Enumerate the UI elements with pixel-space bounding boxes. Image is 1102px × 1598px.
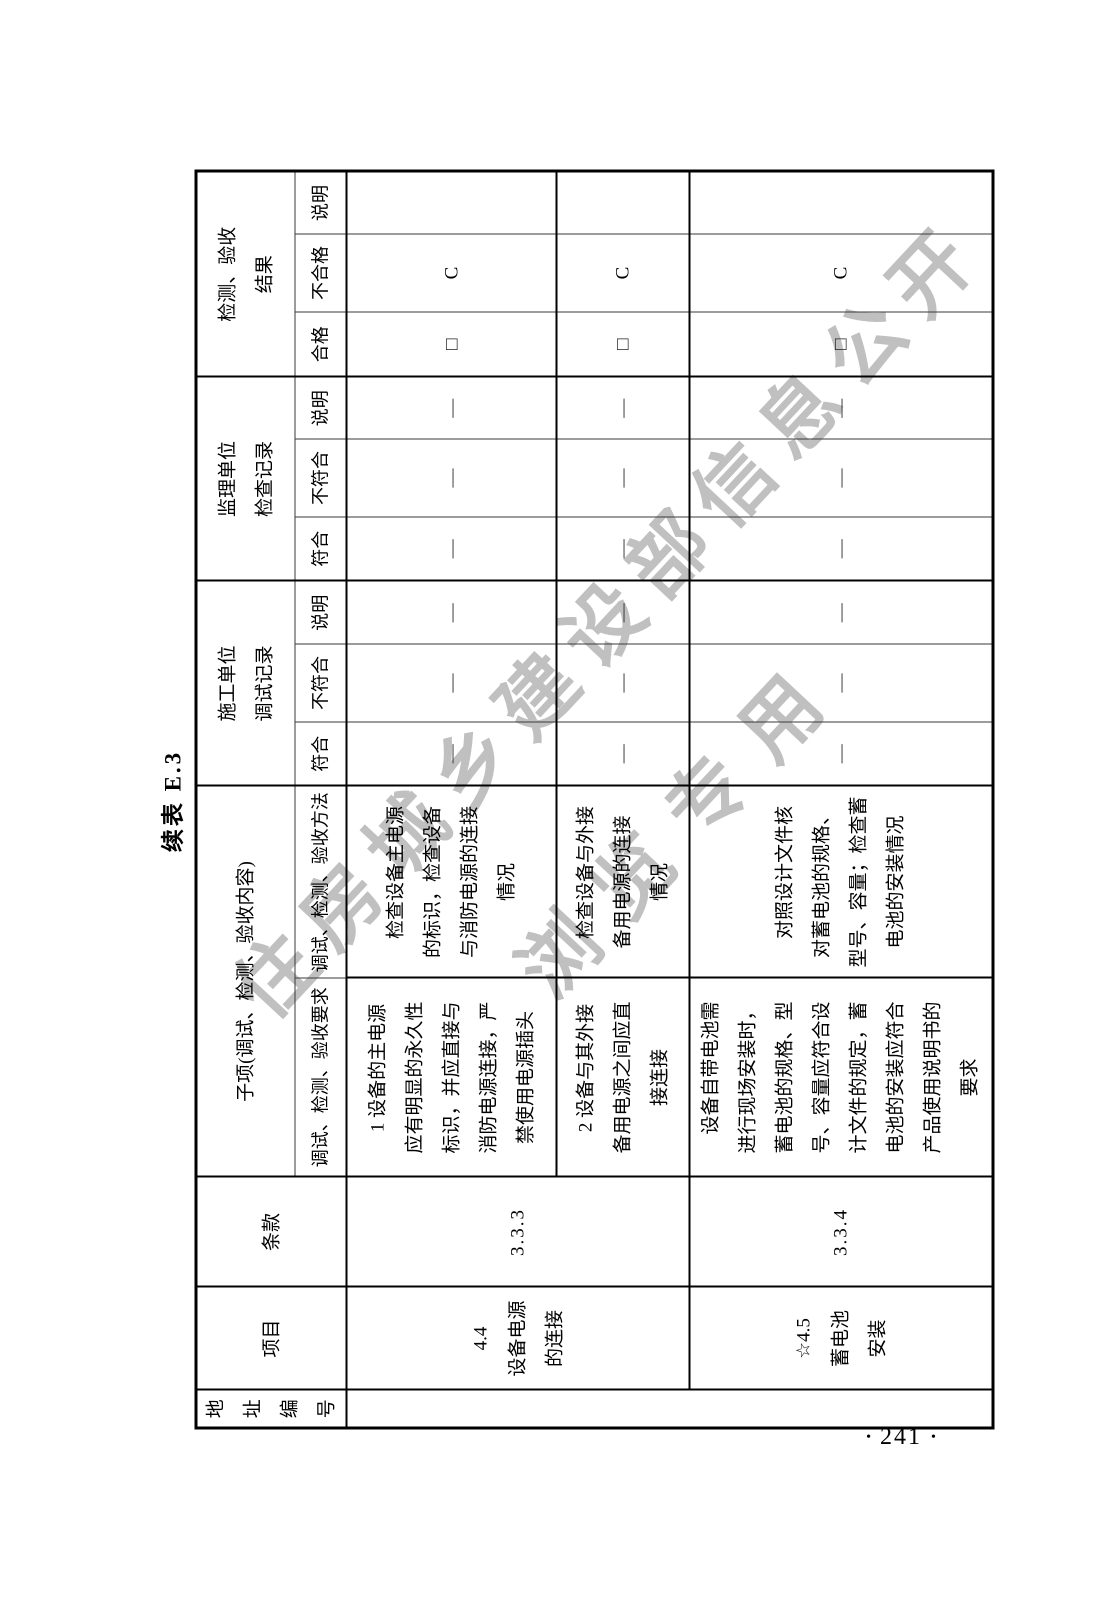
acceptance-record-table: 地址编号 项目 条款 子项(调试、检测、验收内容) 施工单位 调试记录 监理单位… xyxy=(194,169,994,1430)
result-note-cell xyxy=(346,170,557,234)
construction-conform-cell: — xyxy=(346,722,557,786)
footer-page-number: 241 xyxy=(880,1424,922,1450)
construction-conform-cell: — xyxy=(556,722,690,786)
col-header-clause: 条款 xyxy=(196,1177,347,1287)
sub-header-method: 调试、检测、验收方法 xyxy=(295,786,347,978)
construction-not-conform-cell: — xyxy=(346,644,557,722)
sub-header-supervision-not-conform: 不符合 xyxy=(295,438,347,517)
construction-note-cell: — xyxy=(556,580,690,644)
col-header-result-group: 检测、验收 结果 xyxy=(196,170,296,377)
sub-header-requirement: 调试、检测、验收要求 xyxy=(295,978,347,1177)
construction-note-cell: — xyxy=(689,580,993,644)
supervision-note-cell: — xyxy=(556,376,690,439)
col-header-construction-group: 施工单位 调试记录 xyxy=(196,580,296,786)
result-pass-checkbox: □ xyxy=(556,311,690,377)
construction-note-cell: — xyxy=(346,580,557,644)
footer-bullet-left: • xyxy=(866,1430,871,1445)
result-note-cell xyxy=(556,170,690,234)
sub-header-result-fail: 不合格 xyxy=(295,233,347,312)
construction-not-conform-cell: — xyxy=(689,644,993,722)
col-header-item: 项目 xyxy=(196,1287,347,1390)
table-row: ☆4.5 蓄电池 安装 3.3.4 设备自带电池需 进行现场安装时， 蓄电池的规… xyxy=(689,170,993,1428)
item-cell: ☆4.5 蓄电池 安装 xyxy=(689,1287,993,1390)
supervision-note-cell: — xyxy=(346,376,557,439)
requirement-cell: 2 设备与其外接 备用电源之间应直 接连接 xyxy=(556,978,690,1177)
sub-header-supervision-note: 说明 xyxy=(295,376,347,439)
result-note-cell xyxy=(689,170,993,234)
col-header-supervision-group: 监理单位 检查记录 xyxy=(196,376,296,581)
table-row: 4.4 设备电源 的连接 3.3.3 1 设备的主电源 应有明显的永久性 标识，… xyxy=(346,170,993,1428)
supervision-note-cell: — xyxy=(689,376,993,439)
sub-header-construction-note: 说明 xyxy=(295,580,347,644)
method-cell: 检查设备与外接 备用电源的连接 情况 xyxy=(556,786,690,978)
supervision-conform-cell: — xyxy=(689,516,993,581)
construction-conform-cell: — xyxy=(689,722,993,786)
footer-bullet-right: • xyxy=(931,1430,936,1445)
supervision-not-conform-cell: — xyxy=(346,438,557,517)
sub-header-supervision-conform: 符合 xyxy=(295,516,347,581)
result-pass-checkbox: □ xyxy=(346,311,557,377)
supervision-not-conform-cell: — xyxy=(556,438,690,517)
method-cell: 对照设计文件核 对蓄电池的规格、 型号、容量；检查蓄 电池的安装情况 xyxy=(689,786,993,978)
sub-header-result-pass: 合格 xyxy=(295,311,347,377)
rotated-table-container: 续表 E.3 地址编号 项目 条款 子项(调试、检测、验收内容) 施工单位 调试… xyxy=(157,169,994,1430)
supervision-conform-cell: — xyxy=(346,516,557,581)
page-number: • 241 • xyxy=(836,1424,966,1451)
address-value-cell xyxy=(346,1390,993,1428)
supervision-conform-cell: — xyxy=(556,516,690,581)
table-title: 续表 E.3 xyxy=(160,749,186,853)
col-header-subitem-group: 子项(调试、检测、验收内容) xyxy=(196,786,296,1177)
requirement-cell: 1 设备的主电源 应有明显的永久性 标识，并应直接与 消防电源连接，严 禁使用电… xyxy=(346,978,557,1177)
header-row-groups: 地址编号 项目 条款 子项(调试、检测、验收内容) 施工单位 调试记录 监理单位… xyxy=(196,170,347,1428)
supervision-not-conform-cell: — xyxy=(689,438,993,517)
sub-header-construction-not-conform: 不符合 xyxy=(295,644,347,722)
sub-header-result-note: 说明 xyxy=(295,170,347,234)
requirement-cell: 设备自带电池需 进行现场安装时， 蓄电池的规格、型 号、容量应符合设 计文件的规… xyxy=(689,978,993,1177)
construction-not-conform-cell: — xyxy=(556,644,690,722)
result-fail-cell: C xyxy=(556,233,690,312)
result-pass-checkbox: □ xyxy=(689,311,993,377)
sub-header-construction-conform: 符合 xyxy=(295,722,347,786)
method-cell: 检查设备主电源 的标识，检查设备 与消防电源的连接 情况 xyxy=(346,786,557,978)
result-fail-cell: C xyxy=(346,233,557,312)
clause-cell: 3.3.4 xyxy=(689,1177,993,1287)
col-header-address: 地址编号 xyxy=(196,1390,347,1428)
item-cell: 4.4 设备电源 的连接 xyxy=(346,1287,690,1390)
clause-cell: 3.3.3 xyxy=(346,1177,690,1287)
result-fail-cell: C xyxy=(689,233,993,312)
